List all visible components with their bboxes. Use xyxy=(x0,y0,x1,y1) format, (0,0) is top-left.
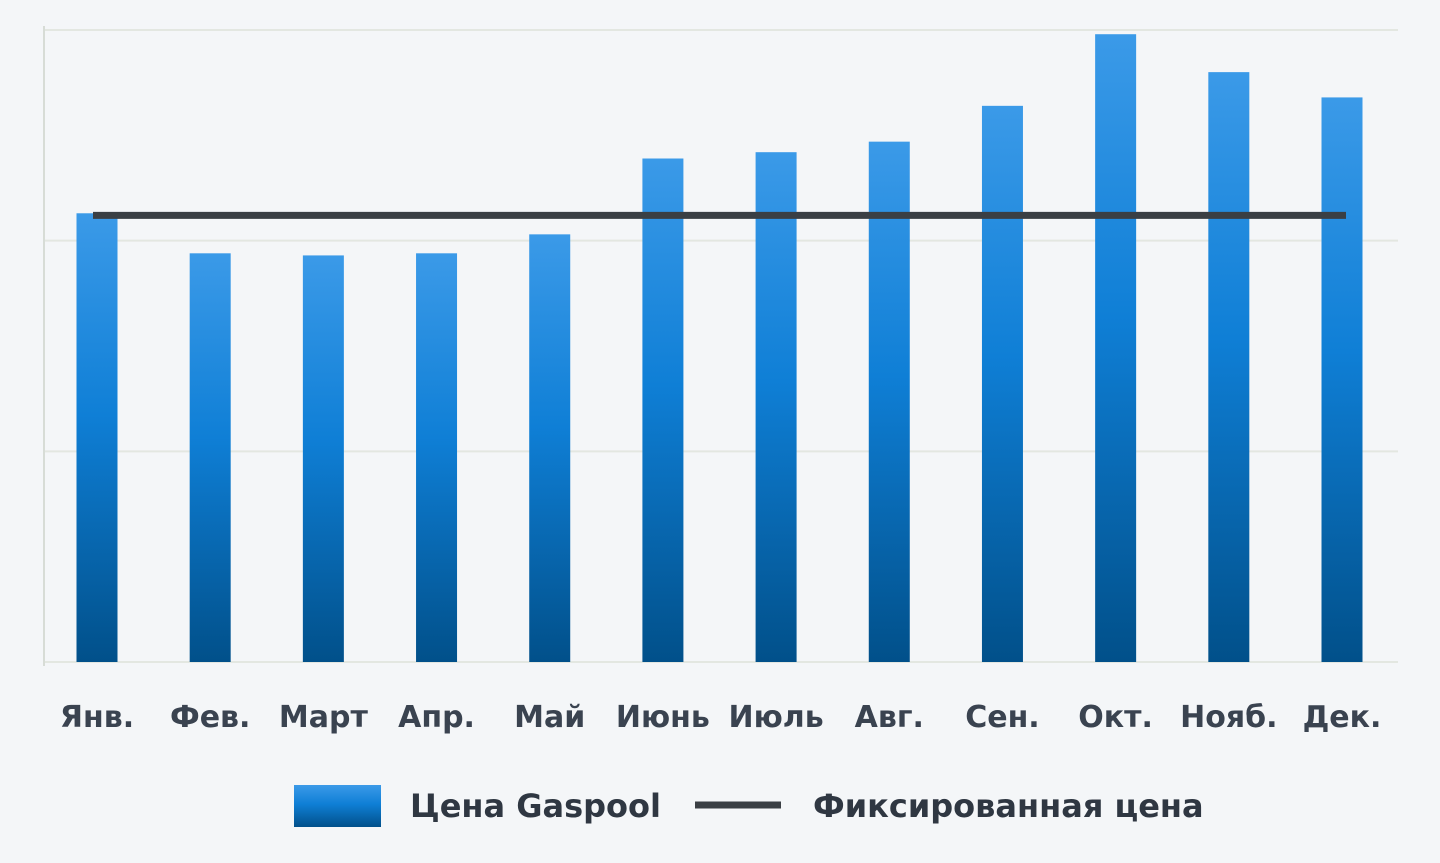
legend-label-fixed-price: Фиксированная цена xyxy=(813,787,1204,825)
x-tick-label-11: Нояб. xyxy=(1180,700,1277,735)
x-tick-labels: Янв. Фев. Март Апр. Май Июнь Июль Авг. Сен. Окт. Н… xyxy=(60,700,1382,735)
bar-2 xyxy=(189,253,231,662)
x-tick-label-3: Март xyxy=(279,700,369,735)
bar-11 xyxy=(1208,72,1250,663)
x-tick-label-2: Фев. xyxy=(170,700,250,735)
x-tick-label-4: Апр. xyxy=(398,700,475,735)
x-tick-label-5: Май xyxy=(514,700,585,735)
bar-6 xyxy=(642,158,684,663)
legend-label-gaspool: Цена Gaspool xyxy=(410,787,661,825)
x-tick-label-1: Янв. xyxy=(60,700,134,735)
bar-1 xyxy=(76,213,118,662)
bar-3 xyxy=(302,255,344,662)
x-tick-label-6: Июнь xyxy=(616,700,710,735)
bar-7 xyxy=(755,152,797,663)
bar-12 xyxy=(1321,97,1363,662)
x-tick-label-10: Окт. xyxy=(1078,700,1153,735)
x-tick-label-12: Дек. xyxy=(1303,700,1382,735)
legend-swatch-gaspool xyxy=(294,785,381,827)
x-tick-label-9: Сен. xyxy=(965,700,1040,735)
bar-8 xyxy=(868,141,910,663)
bar-10 xyxy=(1095,34,1137,663)
bar-4 xyxy=(416,253,458,662)
bar-5 xyxy=(529,234,571,662)
bar-9 xyxy=(981,105,1023,663)
legend: Цена Gaspool Фиксированная цена xyxy=(294,785,1204,827)
x-tick-label-8: Авг. xyxy=(855,700,924,735)
bars xyxy=(76,34,1363,663)
x-tick-label-7: Июль xyxy=(728,700,823,735)
gridlines xyxy=(43,26,1398,666)
